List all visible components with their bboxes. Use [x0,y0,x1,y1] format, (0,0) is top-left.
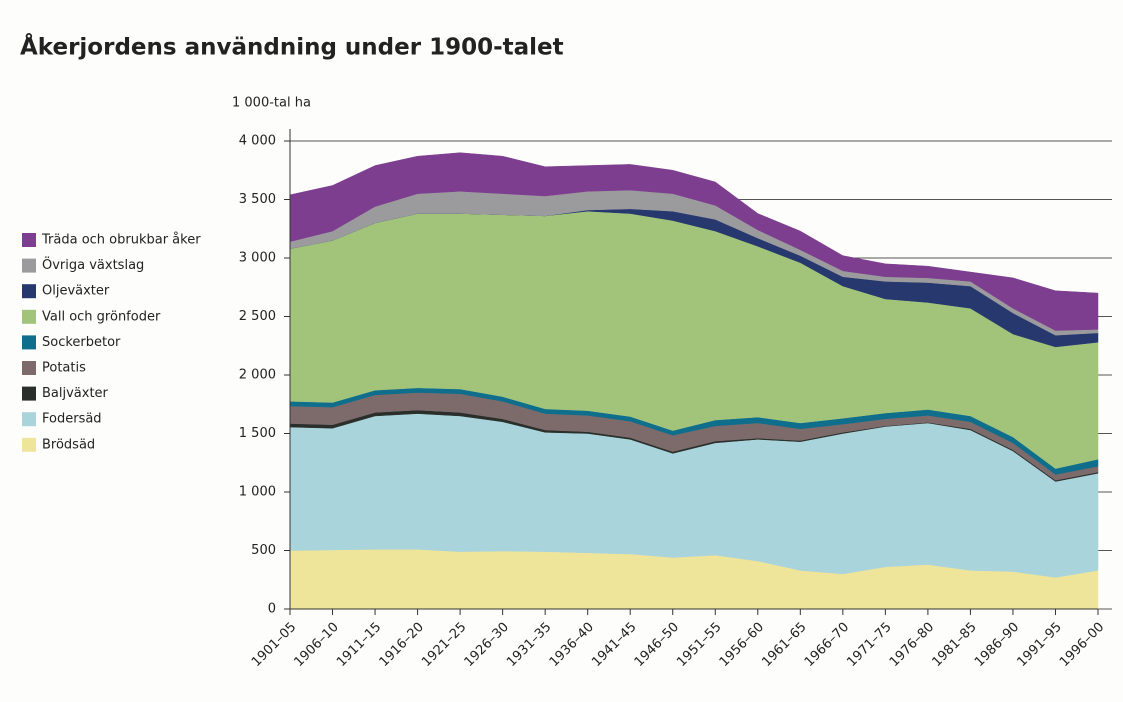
legend-swatch [22,233,36,247]
legend-swatch [22,386,36,401]
y-tick-label: 2 500 [239,309,276,324]
x-tick-label: 1961–65 [759,620,809,670]
legend-label: Oljeväxter [42,284,110,299]
x-tick-label: 1986–90 [972,620,1022,670]
legend-swatch [22,335,36,350]
x-tick-label: 1916–20 [377,620,427,670]
x-tick-label: 1996–00 [1057,620,1107,670]
legend-label: Övriga växtslag [42,256,144,273]
legend-label: Sockerbetor [42,335,121,350]
legend-swatch [22,284,36,299]
y-axis-label: 1 000-tal ha [232,96,311,111]
legend-label: Baljväxter [42,386,109,401]
x-tick-label: 1946–50 [632,620,682,670]
legend-label: Vall och grönfoder [42,309,161,324]
legend-label: Potatis [42,361,86,376]
x-tick-label: 1951–55 [674,620,724,670]
y-tick-label: 2 000 [239,368,276,383]
x-tick-label: 1936–40 [547,620,597,670]
chart-title: Åkerjordens användning under 1900-talet [20,33,564,61]
legend-label: Brödsäd [42,437,95,452]
x-tick-label: 1901–05 [249,620,299,670]
x-tick-label: 1941–45 [589,620,639,670]
y-tick-label: 0 [268,602,276,617]
area [289,152,1099,331]
x-tick-label: 1906–10 [292,620,342,670]
legend-swatch [22,258,36,273]
y-tick-label: 500 [251,543,276,558]
legend-swatch [22,309,36,324]
x-tick-label: 1981–85 [929,620,979,670]
x-tick-label: 1931–35 [504,620,554,670]
x-tick-label: 1966–70 [802,620,852,670]
legend-swatch [22,361,36,375]
x-tick-label: 1911–15 [334,620,384,670]
y-tick-label: 1 500 [239,426,276,441]
legend-label: Träda och obrukbar åker [41,233,201,248]
legend-label: Fodersäd [42,412,102,427]
x-tick-label: 1921–25 [419,620,469,670]
x-tick-label: 1971–75 [844,620,894,670]
legend-swatch [22,412,36,427]
y-tick-label: 4 000 [239,134,276,149]
y-tick-label: 3 000 [239,251,276,266]
legend-swatch [22,437,36,452]
y-tick-label: 3 500 [239,192,276,207]
x-tick-label: 1956–60 [717,620,767,670]
x-tick-label: 1991–95 [1014,620,1064,670]
y-tick-label: 1 000 [239,485,276,500]
x-tick-label: 1976–80 [887,620,937,670]
x-tick-label: 1926–30 [462,620,512,670]
